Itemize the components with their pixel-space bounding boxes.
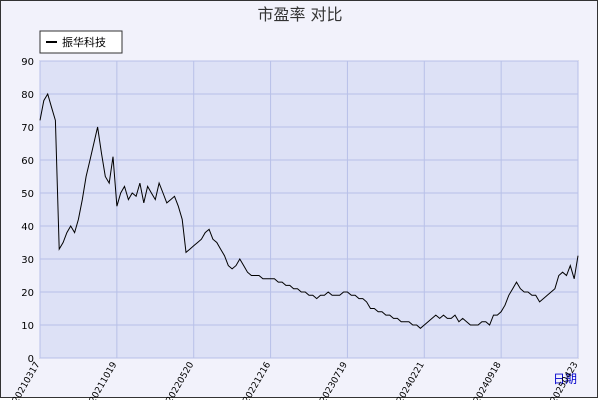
- y-tick-label: 50: [21, 189, 34, 200]
- y-tick-label: 40: [21, 222, 34, 233]
- x-axis-label: 日期: [553, 372, 577, 386]
- line: [39, 92, 579, 329]
- legend-label: 振华科技: [62, 35, 106, 49]
- y-tick-label: 10: [21, 321, 34, 332]
- y-tick-label: 80: [21, 90, 34, 101]
- y-tick-label: 0: [28, 354, 34, 365]
- y-tick-label: 60: [21, 156, 34, 167]
- y-tick-label: 20: [21, 288, 34, 299]
- y-tick-label: 30: [21, 255, 34, 266]
- legend-box: [39, 30, 123, 54]
- y-tick-label: 70: [21, 123, 34, 134]
- plot-area: [39, 60, 579, 359]
- chart-title: 市盈率 对比: [257, 5, 342, 24]
- y-tick-label: 90: [21, 57, 34, 68]
